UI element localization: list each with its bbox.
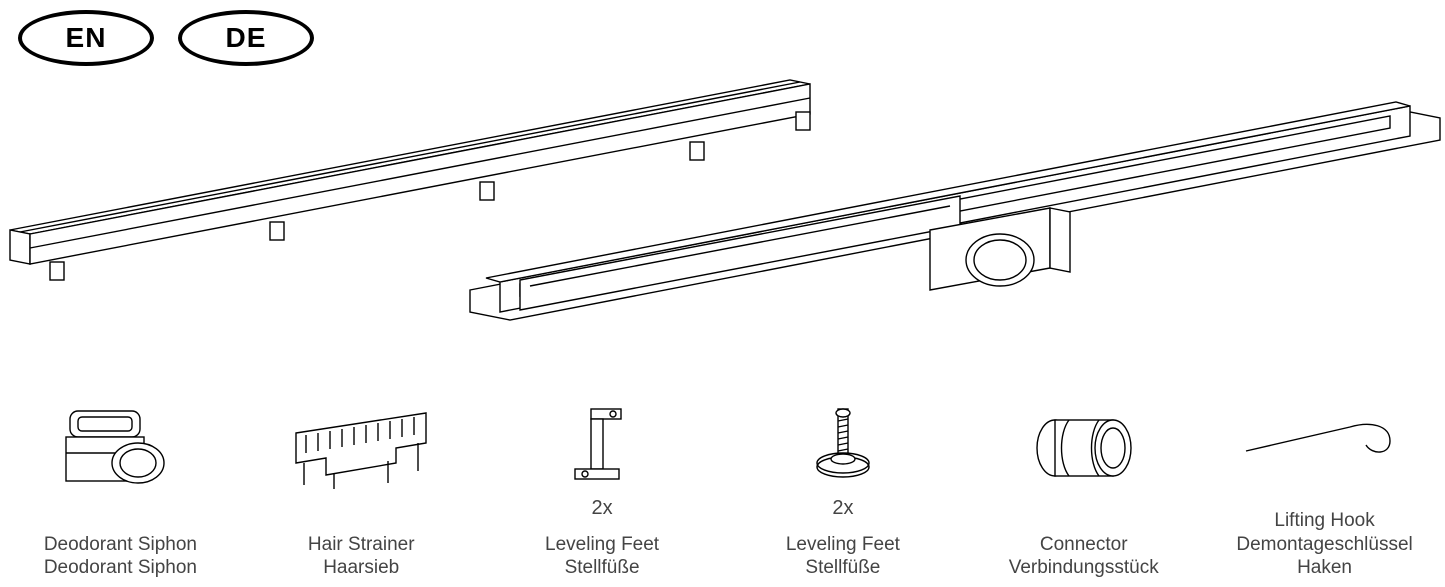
bracket-foot-icon [567,393,637,493]
label-de: Haarsieb [308,556,415,580]
label-de: Verbindungsstück [1009,556,1159,580]
label-en: Deodorant Siphon [44,533,197,557]
label-de: Stellfüße [786,556,900,580]
part-leveling-feet-bracket: 2x Leveling Feet Stellfüße [502,393,702,581]
label-en: Connector [1009,533,1159,557]
part-leveling-feet-screw: 2x Leveling Feet Stellfüße [743,393,943,581]
main-assembly-drawing [0,0,1445,360]
label-de: Stellfüße [545,556,659,580]
label-en: Lifting Hook [1225,509,1425,533]
part-deodorant-siphon: Deodorant Siphon Deodorant Siphon [20,393,220,581]
label-de: Deodorant Siphon [44,556,197,580]
part-lifting-hook: Lifting Hook Demontageschlüssel Haken [1225,369,1425,580]
hook-icon [1240,369,1410,469]
instruction-sheet: EN DE [0,0,1445,587]
parts-list: Deodorant Siphon Deodorant Siphon [0,370,1445,580]
connector-icon [1029,393,1139,493]
qty-label: 2x [832,497,853,519]
label-de: Demontageschlüssel Haken [1225,533,1425,581]
part-hair-strainer: Hair Strainer Haarsieb [261,393,461,581]
siphon-icon [60,393,180,493]
part-connector: Connector Verbindungsstück [984,393,1184,581]
label-en: Leveling Feet [545,533,659,557]
qty-label: 2x [592,497,613,519]
label-en: Leveling Feet [786,533,900,557]
label-en: Hair Strainer [308,533,415,557]
strainer-icon [286,393,436,493]
screw-foot-icon [808,393,878,493]
